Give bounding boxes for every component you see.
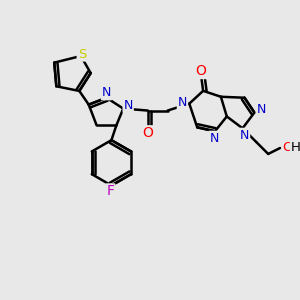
Text: O: O bbox=[283, 140, 293, 154]
Text: O: O bbox=[196, 64, 207, 78]
Text: O: O bbox=[142, 126, 153, 140]
Text: N: N bbox=[124, 99, 133, 112]
Text: N: N bbox=[102, 86, 111, 99]
Text: N: N bbox=[256, 103, 266, 116]
Text: N: N bbox=[178, 96, 187, 109]
Text: N: N bbox=[240, 129, 249, 142]
Text: H: H bbox=[291, 140, 300, 154]
Text: N: N bbox=[209, 132, 219, 145]
Text: S: S bbox=[78, 47, 86, 61]
Text: F: F bbox=[106, 184, 114, 198]
